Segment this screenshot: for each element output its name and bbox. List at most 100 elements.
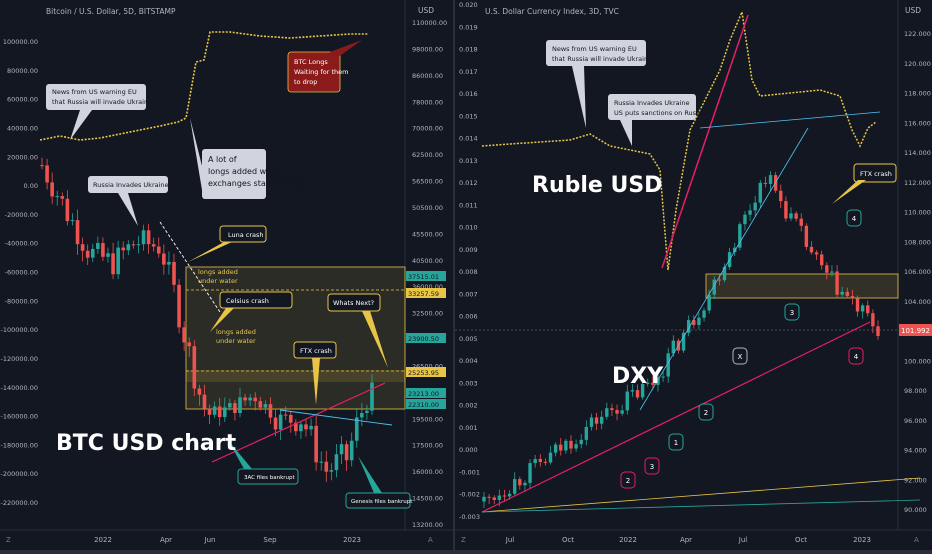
annotation-celsius[interactable]: Celsius crash <box>210 291 293 332</box>
btc-candle-body <box>370 382 374 411</box>
wave-label-text: 1 <box>674 439 678 447</box>
axis-tick-label: 20000.00 <box>7 153 38 161</box>
btc-candle-body <box>80 244 85 251</box>
annotation-news-left[interactable]: News from US warning EU that Russia will… <box>46 84 152 140</box>
dxy-candle-body <box>758 182 763 203</box>
annotation-ftx-right-text: FTX crash <box>860 170 892 178</box>
annotation-invade-right[interactable]: Russia Invades Ukraine US puts sanctions… <box>608 94 705 146</box>
right-chart-time-axis[interactable]: Jul Oct 2022 Apr Jul Oct 2023 <box>505 536 871 544</box>
dxy-trendline-yellow <box>481 477 921 513</box>
btc-candle-body <box>60 196 65 199</box>
annotation-ftx-right[interactable]: FTX crash <box>832 163 897 204</box>
wave-label-text: 3 <box>650 463 654 471</box>
left-chart-right-axis[interactable]: 110000.00 98000.00 86000.00 78000.00 70000.0… <box>412 19 447 529</box>
btc-candle-body <box>167 261 171 265</box>
dxy-trendline-pink <box>481 321 871 513</box>
left-chart-time-axis[interactable]: 2022 Apr Jun Sep 2023 <box>94 536 361 544</box>
axis-tick-label: 0.012 <box>459 179 478 187</box>
wave-label-text: 2 <box>626 477 630 485</box>
annotation-invade-right-text-2: US puts sanctions on Russia <box>614 109 705 117</box>
annotation-ftx-left[interactable]: FTX crash <box>293 341 337 405</box>
btc-candle-body <box>344 444 349 461</box>
btc-candle-body <box>162 253 166 265</box>
time-tick-label: Jun <box>204 536 216 544</box>
btc-candle-body <box>131 244 136 246</box>
price-tag-box <box>406 288 446 298</box>
dxy-candle-body <box>686 320 691 333</box>
btc-candle-body <box>238 397 242 414</box>
axis-tick-label: 98000.00 <box>412 45 443 53</box>
annotation-genesis[interactable]: Genesis files bankrupt <box>345 456 413 509</box>
btc-candle-body <box>243 397 247 401</box>
left-chart-left-axis: 100000.00 80000.00 60000.00 40000.00 20000.0… <box>1 38 39 507</box>
btc-candle-body <box>319 461 324 463</box>
left-timezone-marker[interactable]: Z <box>6 536 11 544</box>
callout-box <box>219 225 267 243</box>
dxy-candle-body <box>569 440 573 449</box>
left-chart-panel[interactable]: Bitcoin / U.S. Dollar, 5D, BITSTAMP USD … <box>0 0 453 550</box>
annotation-3ac[interactable]: 3AC files bankrupt <box>228 440 299 485</box>
btc-candle-body <box>258 401 263 408</box>
dxy-candles <box>482 171 880 509</box>
annotation-news-text-1: News from US warning EU <box>52 88 137 96</box>
dxy-candle-body <box>553 444 558 453</box>
time-tick-label: Jul <box>505 536 515 544</box>
axis-tick-label: 92.000 <box>904 476 927 484</box>
dxy-candle-body <box>712 279 716 295</box>
btc-candle-body <box>228 403 232 408</box>
dxy-candle-body <box>722 267 727 281</box>
axis-tick-label: 0.005 <box>459 335 478 343</box>
annotation-next-text: Whats Next? <box>333 299 374 307</box>
btc-candles <box>40 157 374 482</box>
axis-tick-label: 0.018 <box>459 46 478 54</box>
dxy-value-zone <box>705 273 899 299</box>
annotation-invade-left[interactable]: Russia Invades Ukraine <box>88 176 169 226</box>
dxy-candle-body <box>548 452 553 463</box>
dxy-candle-body <box>564 440 568 451</box>
dxy-candle-body <box>809 246 814 253</box>
annotation-celsius-text: Celsius crash <box>226 297 269 305</box>
dxy-candle-body <box>697 317 701 325</box>
annotation-next[interactable]: Whats Next? <box>327 293 388 368</box>
axis-tick-label: 86000.00 <box>412 72 443 80</box>
btc-candle-body <box>268 404 273 418</box>
axis-tick-label: -20000.00 <box>5 211 38 219</box>
axis-tick-label: 90.000 <box>904 506 927 514</box>
axis-tick-label: 116.000 <box>904 119 931 127</box>
callout-pointer <box>118 193 138 226</box>
dxy-candle-body <box>605 408 609 417</box>
time-tick-label: Apr <box>680 536 692 544</box>
right-chart-panel[interactable]: U.S. Dollar Currency Index, 3D, TVC USD … <box>455 0 932 550</box>
btc-candle-body <box>197 388 202 395</box>
dxy-candle-body <box>845 291 849 297</box>
dxy-candle-body <box>799 218 803 226</box>
dxy-candle-body <box>661 376 665 378</box>
axis-tick-label: -100000.00 <box>1 326 39 334</box>
btc-candle-body <box>146 230 151 245</box>
btc-candle-body <box>349 440 354 461</box>
wave-labels: 2 3 1 2 X 3 4 4 <box>620 209 864 489</box>
annotation-news-right[interactable]: News from US warning EU that Russia will… <box>546 40 652 128</box>
callout-pointer <box>190 118 208 190</box>
annotation-luna[interactable]: Luna crash <box>188 225 267 262</box>
axis-tick-label: 56500.00 <box>412 178 443 186</box>
dxy-candle-body <box>738 224 742 248</box>
axis-tick-label: 0.015 <box>459 112 478 120</box>
left-autoscale-marker[interactable]: A <box>428 536 433 544</box>
right-timezone-marker[interactable]: Z <box>461 536 466 544</box>
axis-tick-label: -140000.00 <box>1 384 39 392</box>
axis-tick-label: -60000.00 <box>5 269 38 277</box>
dxy-candle-body <box>533 459 537 464</box>
annotation-longs-note[interactable]: A lot of longs added when exchanges star… <box>0 0 309 199</box>
right-autoscale-marker[interactable]: A <box>914 536 919 544</box>
btc-candle-body <box>156 246 161 254</box>
axis-tick-label: 19500.00 <box>412 415 443 423</box>
dxy-candle-body <box>825 265 829 273</box>
wave-label-box <box>698 403 714 421</box>
callout-pointer <box>832 180 866 204</box>
right-chart-title: U.S. Dollar Currency Index, 3D, TVC <box>485 7 619 16</box>
dxy-candle-body <box>748 210 752 215</box>
annotation-longs-text-3: exchanges started falling <box>208 179 309 188</box>
annotation-btc-longs[interactable]: BTC Longs Waiting for them to drop <box>287 40 362 93</box>
dxy-price-tag: 101.992 <box>899 324 932 336</box>
